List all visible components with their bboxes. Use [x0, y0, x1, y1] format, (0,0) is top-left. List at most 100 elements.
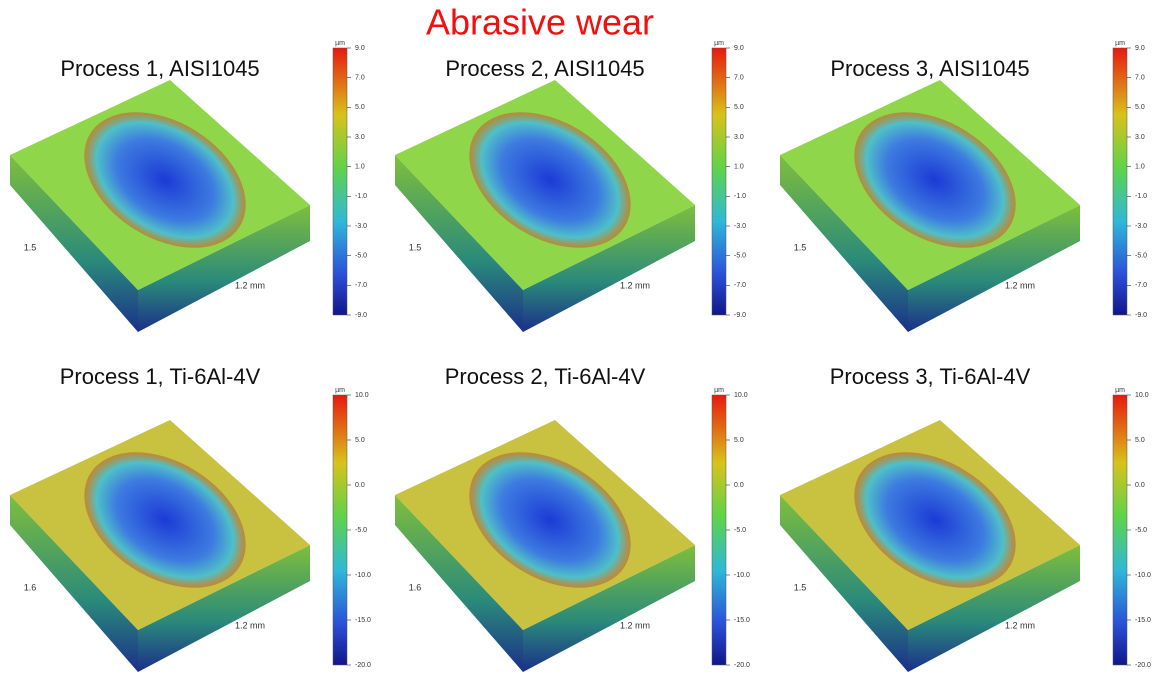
colorbar-tick-label: -1.0 — [355, 193, 367, 200]
colorbar-tick-label: 7.0 — [355, 75, 365, 82]
colorbar-tick-label: 10.0 — [355, 392, 369, 399]
panel: Process 2, Ti-6Al-4V 1.6 1.2 mm µm 10.0 5.0 0.… — [395, 364, 750, 672]
panel: Process 1, Ti-6Al-4V 1.6 1.2 mm µm 10.0 5.0 0.… — [10, 364, 371, 672]
surface-side — [780, 495, 908, 672]
colorbar-tick-label: 0.0 — [355, 482, 365, 489]
length-label: 1.2 mm — [620, 620, 650, 630]
colorbar — [1112, 394, 1128, 666]
panel-title: Process 2, AISI1045 — [445, 56, 644, 81]
wear-crater — [84, 112, 246, 248]
colorbar-tick-label: -10.0 — [355, 572, 371, 579]
panel-title: Process 1, Ti-6Al-4V — [60, 364, 261, 389]
panel-title: Process 1, AISI1045 — [60, 56, 259, 81]
colorbar-tick-label: -9.0 — [1135, 312, 1147, 319]
wear-crater — [854, 452, 1016, 588]
colorbar-tick-label: -7.0 — [734, 282, 746, 289]
colorbar-tick-label: 7.0 — [734, 75, 744, 82]
figure-title: Abrasive wear — [426, 2, 654, 43]
colorbar-tick-label: 5.0 — [1135, 437, 1145, 444]
colorbar-unit: µm — [714, 387, 724, 394]
colorbar — [711, 47, 727, 316]
colorbar-tick-label: 10.0 — [734, 392, 748, 399]
width-label: 1.5 — [24, 242, 37, 252]
colorbar-unit: µm — [335, 40, 345, 47]
colorbar-tick-label: 1.0 — [355, 164, 365, 171]
colorbar-tick-label: 3.0 — [734, 134, 744, 141]
colorbar-tick-label: -20.0 — [355, 662, 371, 669]
colorbar-tick-label: 5.0 — [355, 437, 365, 444]
surface-side — [138, 545, 310, 672]
colorbar — [1112, 47, 1128, 316]
colorbar-tick-label: 5.0 — [1135, 104, 1145, 111]
colorbar-tick-label: -10.0 — [1135, 572, 1151, 579]
wear-crater — [84, 452, 246, 588]
colorbar-tick-label: -3.0 — [355, 223, 367, 230]
width-label: 1.6 — [24, 582, 37, 592]
surface-side — [10, 495, 138, 672]
colorbar-tick-label: -5.0 — [355, 253, 367, 260]
surface-side — [395, 155, 523, 332]
surface-side — [10, 155, 138, 332]
surface-side — [395, 495, 523, 672]
width-label: 1.5 — [409, 242, 422, 252]
colorbar-tick-label: 10.0 — [1135, 392, 1149, 399]
colorbar-tick-label: 9.0 — [355, 45, 365, 52]
panel: Process 3, AISI1045 1.5 1.2 mm µm 9.0 7.0 5.0 3… — [780, 40, 1147, 332]
colorbar-tick-label: -20.0 — [734, 662, 750, 669]
colorbar-tick-label: 3.0 — [355, 134, 365, 141]
surface-side — [523, 205, 695, 332]
wear-crater — [854, 112, 1016, 248]
wear-crater — [469, 112, 631, 248]
width-label: 1.5 — [794, 582, 807, 592]
colorbar-tick-label: -15.0 — [355, 617, 371, 624]
colorbar-unit: µm — [1115, 40, 1125, 47]
wear-crater — [469, 452, 631, 588]
colorbar-unit: µm — [335, 387, 345, 394]
surface-side — [908, 205, 1080, 332]
colorbar-tick-label: -9.0 — [355, 312, 367, 319]
colorbar-tick-label: 0.0 — [1135, 482, 1145, 489]
colorbar — [332, 394, 348, 666]
colorbar-tick-label: 9.0 — [1135, 45, 1145, 52]
colorbar-tick-label: -3.0 — [1135, 223, 1147, 230]
length-label: 1.2 mm — [235, 280, 265, 290]
surface-side — [523, 545, 695, 672]
colorbar-tick-label: 5.0 — [355, 104, 365, 111]
length-label: 1.2 mm — [235, 620, 265, 630]
width-label: 1.5 — [794, 242, 807, 252]
colorbar-tick-label: -5.0 — [734, 253, 746, 260]
colorbar-tick-label: -9.0 — [734, 312, 746, 319]
colorbar-tick-label: -7.0 — [1135, 282, 1147, 289]
panels: Process 1, AISI1045 1.5 1.2 mm µm 9.0 7.0 5.0 3… — [10, 40, 1151, 672]
colorbar-tick-label: 3.0 — [1135, 134, 1145, 141]
panel: Process 2, AISI1045 1.5 1.2 mm µm 9.0 7.0 5.0 3… — [395, 40, 746, 332]
colorbar-tick-label: -5.0 — [1135, 527, 1147, 534]
colorbar-tick-label: -20.0 — [1135, 662, 1151, 669]
colorbar-tick-label: -10.0 — [734, 572, 750, 579]
surface-side — [908, 545, 1080, 672]
colorbar — [332, 47, 348, 316]
length-label: 1.2 mm — [620, 280, 650, 290]
colorbar-tick-label: 1.0 — [734, 164, 744, 171]
colorbar-tick-label: -1.0 — [734, 193, 746, 200]
colorbar-tick-label: 0.0 — [734, 482, 744, 489]
panel-title: Process 3, Ti-6Al-4V — [830, 364, 1031, 389]
colorbar-tick-label: 7.0 — [1135, 75, 1145, 82]
length-label: 1.2 mm — [1005, 620, 1035, 630]
surface-side — [138, 205, 310, 332]
colorbar-tick-label: -5.0 — [734, 527, 746, 534]
panel-title: Process 3, AISI1045 — [830, 56, 1029, 81]
colorbar-tick-label: -3.0 — [734, 223, 746, 230]
colorbar-unit: µm — [714, 40, 724, 47]
colorbar-tick-label: -5.0 — [1135, 253, 1147, 260]
colorbar-tick-label: -15.0 — [1135, 617, 1151, 624]
colorbar-tick-label: 1.0 — [1135, 164, 1145, 171]
panel: Process 3, Ti-6Al-4V 1.5 1.2 mm µm 10.0 5.0 0.… — [780, 364, 1151, 672]
colorbar-tick-label: -15.0 — [734, 617, 750, 624]
surface-side — [780, 155, 908, 332]
colorbar-tick-label: 9.0 — [734, 45, 744, 52]
panel: Process 1, AISI1045 1.5 1.2 mm µm 9.0 7.0 5.0 3… — [10, 40, 367, 332]
colorbar-tick-label: -1.0 — [1135, 193, 1147, 200]
length-label: 1.2 mm — [1005, 280, 1035, 290]
